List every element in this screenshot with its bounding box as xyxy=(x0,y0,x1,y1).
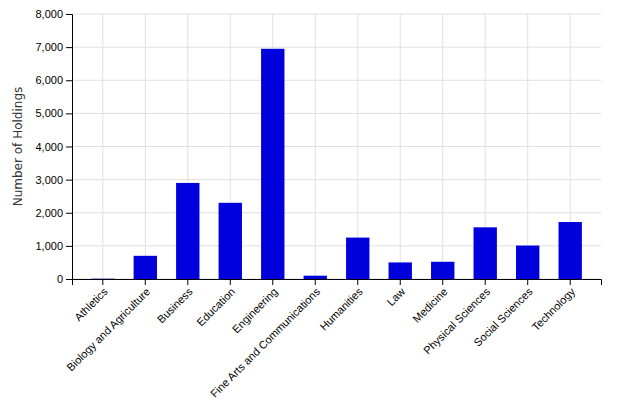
bar xyxy=(261,49,284,279)
chart: AthleticsBiology and AgricultureBusiness… xyxy=(0,0,619,407)
y-axis-title: Number of Holdings xyxy=(11,87,25,207)
tick-mark xyxy=(145,279,146,285)
tick-label: Medicine xyxy=(410,285,450,325)
tick: Medicine xyxy=(410,279,450,325)
tick-label: Athletics xyxy=(72,285,110,323)
tick: Law xyxy=(384,279,407,308)
bar xyxy=(176,183,199,279)
tick-label: 5,000 xyxy=(35,107,63,119)
bars xyxy=(91,49,582,279)
grid xyxy=(72,14,601,279)
bar xyxy=(431,262,454,279)
bar xyxy=(559,222,582,279)
tick: Fine Arts and Communications xyxy=(208,279,323,400)
axis-line xyxy=(66,15,73,280)
tick-mark xyxy=(66,14,72,15)
tick: Humanities xyxy=(317,279,365,333)
plot: AthleticsBiology and AgricultureBusiness… xyxy=(35,8,601,400)
tick-label: Law xyxy=(384,285,407,308)
tick: Technology xyxy=(529,279,577,333)
tick: Athletics xyxy=(72,279,110,323)
bar xyxy=(219,203,242,279)
x-axis: AthleticsBiology and AgricultureBusiness… xyxy=(64,279,601,400)
bar xyxy=(474,227,497,279)
tick-mark xyxy=(102,279,103,285)
grid-line xyxy=(72,146,601,147)
tick-mark xyxy=(66,279,72,280)
tick: Education xyxy=(194,279,237,328)
grid-line xyxy=(315,14,316,279)
grid-line xyxy=(72,212,601,213)
grid-line xyxy=(72,113,601,114)
tick-label: 2,000 xyxy=(35,207,63,219)
tick-label: 0 xyxy=(57,273,63,285)
tick: 8,000 xyxy=(35,8,72,20)
grid-line xyxy=(102,14,103,279)
tick-label: Technology xyxy=(529,285,577,333)
tick-mark xyxy=(187,279,188,285)
grid-line xyxy=(72,14,601,15)
tick: Social Sciences xyxy=(471,279,535,349)
grid-line xyxy=(72,80,601,81)
tick: 0 xyxy=(57,273,72,285)
tick-label: Social Sciences xyxy=(471,285,535,349)
tick: 6,000 xyxy=(35,74,72,86)
tick-mark xyxy=(66,213,72,214)
tick: 1,000 xyxy=(35,240,72,252)
tick-label: Fine Arts and Communications xyxy=(208,285,323,400)
tick-mark xyxy=(66,47,72,48)
tick-mark xyxy=(66,113,72,114)
tick-mark xyxy=(230,279,231,285)
bar xyxy=(389,262,412,279)
tick: 2,000 xyxy=(35,207,72,219)
tick-mark xyxy=(272,279,273,285)
grid-line xyxy=(72,179,601,180)
tick-mark xyxy=(66,246,72,247)
tick: Biology and Agriculture xyxy=(64,279,152,373)
bar xyxy=(346,238,369,279)
bar xyxy=(516,246,539,279)
grid-line xyxy=(527,14,528,279)
tick-label: 6,000 xyxy=(35,74,63,86)
bar xyxy=(134,256,157,279)
tick-mark xyxy=(570,279,571,285)
tick: 7,000 xyxy=(35,41,72,53)
tick: 5,000 xyxy=(35,107,72,119)
tick-mark xyxy=(315,279,316,285)
tick-mark xyxy=(66,147,72,148)
tick-label: Business xyxy=(155,285,195,325)
bar xyxy=(91,278,114,279)
tick-mark xyxy=(357,279,358,285)
tick: Business xyxy=(155,279,195,325)
grid-line xyxy=(442,14,443,279)
y-axis: 0 1,000 2,000 3,000 4,000 5,000 6,000 7,000 8,00… xyxy=(35,8,72,285)
tick: 3,000 xyxy=(35,174,72,186)
tick-label: 7,000 xyxy=(35,41,63,53)
tick-mark xyxy=(400,279,401,285)
tick-mark xyxy=(527,279,528,285)
tick-label: 3,000 xyxy=(35,174,63,186)
grid-line xyxy=(72,47,601,48)
tick-mark xyxy=(66,180,72,181)
tick-label: 4,000 xyxy=(35,141,63,153)
axis-line xyxy=(73,280,602,286)
tick-mark xyxy=(66,80,72,81)
grid-line xyxy=(145,14,146,279)
tick-label: 8,000 xyxy=(35,8,63,20)
tick-mark xyxy=(485,279,486,285)
tick-label: 1,000 xyxy=(35,240,63,252)
tick-label: Education xyxy=(194,285,237,328)
tick-label: Humanities xyxy=(317,285,365,333)
tick: 4,000 xyxy=(35,141,72,153)
tick-label: Biology and Agriculture xyxy=(64,285,152,373)
grid-line xyxy=(400,14,401,279)
bar xyxy=(304,276,327,279)
tick-mark xyxy=(442,279,443,285)
